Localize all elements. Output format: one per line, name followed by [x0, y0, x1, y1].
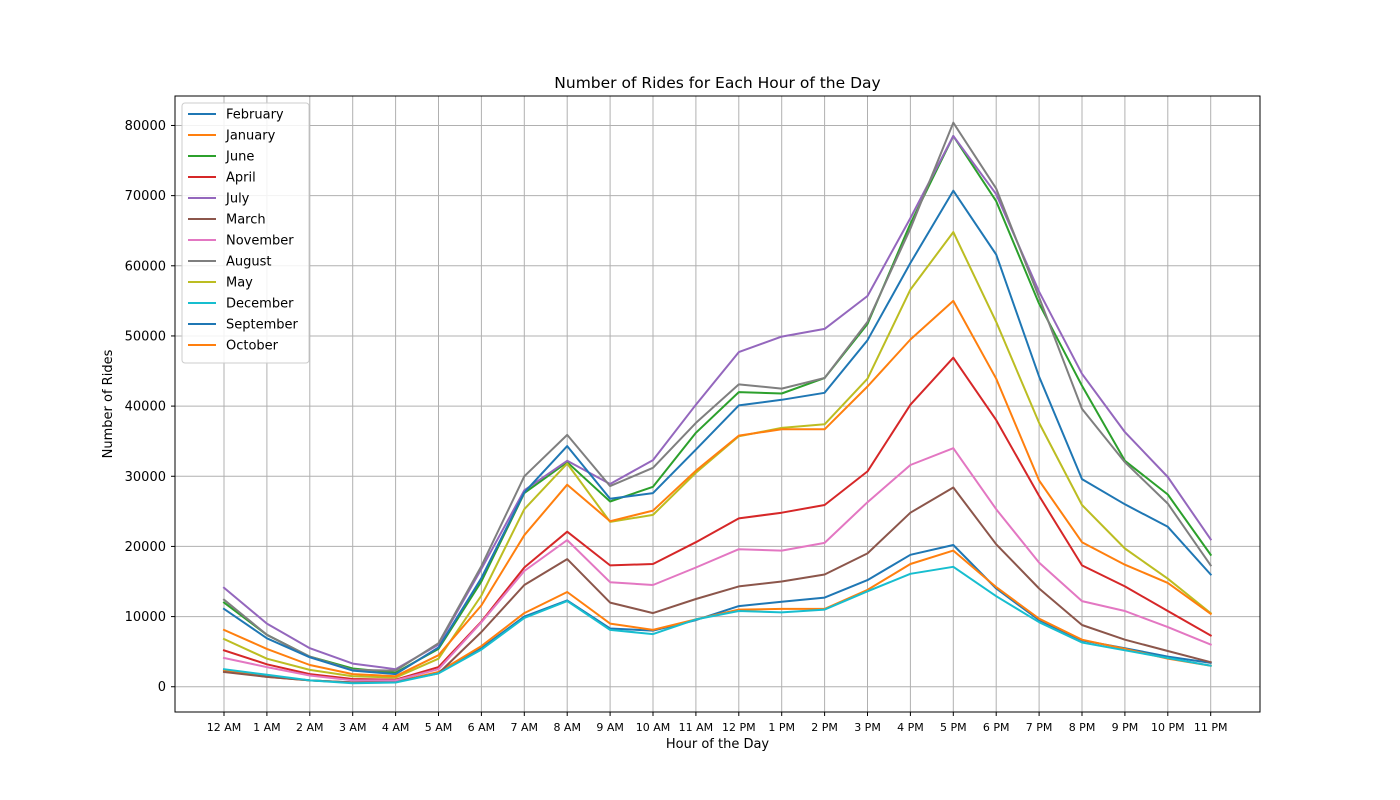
x-tick-label: 9 AM: [596, 721, 624, 734]
x-tick-label: 7 PM: [1026, 721, 1053, 734]
legend-label: October: [226, 339, 279, 354]
x-tick-label: 4 AM: [382, 721, 410, 734]
legend-box: [181, 102, 310, 364]
series-line-december: [222, 565, 1212, 685]
x-tick-label: 4 PM: [897, 721, 924, 734]
legend-label: September: [226, 318, 299, 333]
legend-label: December: [226, 297, 294, 312]
x-tick-label: 2 AM: [296, 721, 324, 734]
legend-label: June: [225, 150, 254, 165]
x-tick-label: 5 PM: [940, 721, 967, 734]
legend: February January June April July March Novembe…: [181, 102, 310, 364]
series-line-october: [222, 299, 1213, 678]
series-lines: [222, 121, 1213, 685]
series-line-july: [222, 135, 1213, 671]
x-tick-label: 2 PM: [811, 721, 838, 734]
series-line-september: [222, 189, 1213, 676]
x-tick-label: 12 PM: [722, 721, 756, 734]
x-tick-label: 12 AM: [207, 721, 242, 734]
x-tick-label: 6 PM: [983, 721, 1010, 734]
y-tick-label: 60000: [125, 259, 166, 274]
legend-label: July: [225, 192, 250, 207]
y-tick-label: 0: [158, 680, 166, 695]
x-tick-label: 11 PM: [1194, 721, 1228, 734]
x-tick-label: 9 PM: [1112, 721, 1139, 734]
legend-label: March: [226, 213, 266, 228]
legend-label: April: [226, 171, 256, 186]
y-tick-label: 40000: [125, 400, 166, 415]
x-tick-label: 3 PM: [854, 721, 881, 734]
x-tick-label: 6 AM: [468, 721, 496, 734]
legend-label: January: [225, 129, 276, 144]
legend-label: August: [226, 255, 272, 270]
y-grid: [175, 124, 1260, 688]
legend-label: May: [226, 276, 253, 291]
y-tick-label: 70000: [125, 189, 166, 204]
x-tick-label: 1 AM: [253, 721, 281, 734]
x-tick-label: 8 PM: [1069, 721, 1096, 734]
x-tick-label: 11 AM: [679, 721, 714, 734]
y-tick-label: 50000: [125, 329, 166, 344]
x-axis-ticks: 12 AM 1 AM 2 AM 3 AM 4 AM 5 AM 6 AM 7 AM 8 AM 9 A…: [207, 712, 1228, 734]
legend-label: November: [226, 234, 294, 249]
y-axis-label: Number of Rides: [101, 349, 116, 458]
x-tick-label: 1 PM: [768, 721, 795, 734]
series-line-november: [222, 447, 1213, 682]
x-tick-label: 3 AM: [339, 721, 367, 734]
x-tick-label: 10 PM: [1151, 721, 1185, 734]
y-tick-label: 80000: [125, 119, 166, 134]
y-tick-label: 20000: [125, 540, 166, 555]
series-line-may: [222, 231, 1213, 679]
x-tick-label: 7 AM: [511, 721, 539, 734]
plot-frame: [174, 95, 1261, 713]
legend-label: February: [226, 108, 284, 123]
x-tick-label: 8 AM: [553, 721, 581, 734]
y-axis-ticks: 0 10000 20000 30000 40000 50000 60000 70000 8000…: [125, 119, 175, 695]
y-tick-label: 30000: [125, 470, 166, 485]
x-axis-label: Hour of the Day: [666, 737, 770, 752]
chart-title: Number of Rides for Each Hour of the Day: [554, 74, 880, 92]
series-line-august: [222, 121, 1213, 672]
x-tick-label: 10 AM: [636, 721, 671, 734]
y-tick-label: 10000: [125, 610, 166, 625]
x-tick-label: 5 AM: [425, 721, 453, 734]
